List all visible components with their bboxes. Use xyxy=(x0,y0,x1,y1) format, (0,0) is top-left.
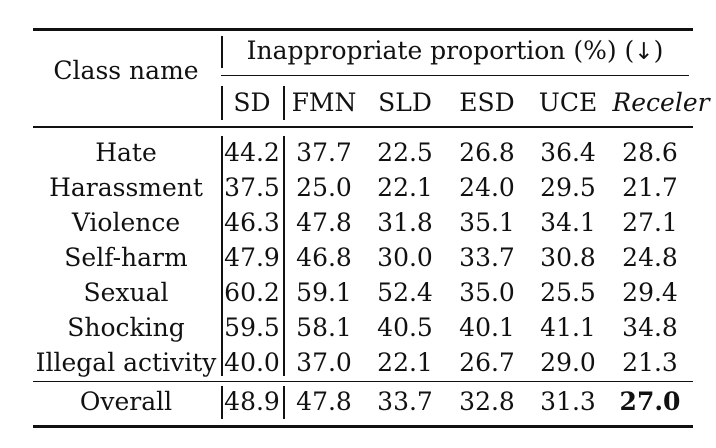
column-header-esd: ESD xyxy=(459,88,515,117)
row-label: Sexual xyxy=(83,278,169,307)
sd-column-separator xyxy=(283,86,285,120)
group-header-label: Inappropriate proportion (%) ( xyxy=(246,36,635,65)
table-cell: 60.2 xyxy=(224,278,280,307)
sd-column-separator xyxy=(283,136,285,376)
row-label: Illegal activity xyxy=(35,348,217,377)
row-label: Violence xyxy=(71,208,181,237)
header-rule xyxy=(33,126,693,128)
table-cell: 46.3 xyxy=(224,208,280,237)
overall-cell: 32.8 xyxy=(459,387,515,416)
table-cell: 22.5 xyxy=(377,138,433,167)
group-header: Inappropriate proportion (%) (↓) xyxy=(247,36,664,67)
table-cell: 37.7 xyxy=(296,138,352,167)
table-cell: 25.0 xyxy=(296,173,352,202)
sd-column-separator xyxy=(283,386,285,419)
overall-cell: 33.7 xyxy=(377,387,433,416)
overall-cell: 27.0 xyxy=(619,387,681,416)
table-cell: 29.5 xyxy=(540,173,596,202)
table-cell: 30.0 xyxy=(377,243,433,272)
top-rule xyxy=(33,28,693,31)
table-cell: 28.6 xyxy=(622,138,678,167)
bottom-rule xyxy=(33,425,693,428)
column-header-uce: UCE xyxy=(538,88,598,117)
row-label-separator xyxy=(221,386,223,419)
down-arrow-icon: ↓ xyxy=(634,39,654,65)
row-label-separator xyxy=(221,136,223,376)
table-cell: 40.1 xyxy=(459,313,515,342)
group-header-separator xyxy=(221,36,223,68)
table-cell: 24.0 xyxy=(459,173,515,202)
table-cell: 52.4 xyxy=(377,278,433,307)
table-cell: 41.1 xyxy=(540,313,596,342)
column-header-fmn: FMN xyxy=(291,88,357,117)
table-cell: 21.7 xyxy=(622,173,678,202)
table-cell: 59.1 xyxy=(296,278,352,307)
table-cell: 37.5 xyxy=(224,173,280,202)
table-cell: 35.0 xyxy=(459,278,515,307)
table-cell: 24.8 xyxy=(622,243,678,272)
table-cell: 22.1 xyxy=(377,173,433,202)
table-cell: 30.8 xyxy=(540,243,596,272)
row-label: Self-harm xyxy=(64,243,188,272)
overall-cell: 47.8 xyxy=(296,387,352,416)
column-header-receler: Receler xyxy=(612,88,710,117)
table-cell: 25.5 xyxy=(540,278,596,307)
table-cell: 35.1 xyxy=(459,208,515,237)
overall-label: Overall xyxy=(79,387,173,416)
table-cell: 29.4 xyxy=(622,278,678,307)
table-cell: 46.8 xyxy=(296,243,352,272)
table-cell: 26.7 xyxy=(459,348,515,377)
table-cell: 33.7 xyxy=(459,243,515,272)
overall-cell: 48.9 xyxy=(224,387,280,416)
group-header-label-end: ) xyxy=(653,36,664,65)
table-cell: 47.8 xyxy=(296,208,352,237)
row-label: Harassment xyxy=(49,173,203,202)
column-header-sd: SD xyxy=(233,88,271,117)
table-cell: 40.5 xyxy=(377,313,433,342)
table-cell: 34.8 xyxy=(622,313,678,342)
table-cell: 58.1 xyxy=(296,313,352,342)
table-cell: 36.4 xyxy=(540,138,596,167)
table-cell: 31.8 xyxy=(377,208,433,237)
table-cell: 44.2 xyxy=(224,138,280,167)
table-cell: 29.0 xyxy=(540,348,596,377)
row-label: Hate xyxy=(95,138,157,167)
overall-cell: 31.3 xyxy=(540,387,596,416)
table-cell: 59.5 xyxy=(224,313,280,342)
row-label: Shocking xyxy=(67,313,185,342)
row-label-separator xyxy=(221,86,223,120)
overall-rule xyxy=(33,381,693,383)
table-cell: 47.9 xyxy=(224,243,280,272)
column-header-sld: SLD xyxy=(378,88,432,117)
table-cell: 27.1 xyxy=(622,208,678,237)
group-header-underline xyxy=(221,75,689,77)
table-cell: 34.1 xyxy=(540,208,596,237)
table-cell: 22.1 xyxy=(377,348,433,377)
row-header-label: Class name xyxy=(53,56,199,85)
table-cell: 21.3 xyxy=(622,348,678,377)
table-cell: 26.8 xyxy=(459,138,515,167)
table-cell: 40.0 xyxy=(224,348,280,377)
table-cell: 37.0 xyxy=(296,348,352,377)
